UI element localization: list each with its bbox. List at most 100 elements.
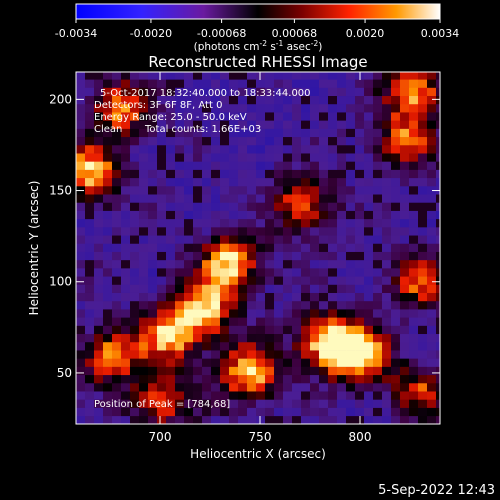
heat-cell <box>373 251 383 261</box>
heat-cell <box>85 161 95 170</box>
heat-cell <box>409 259 419 269</box>
heat-cell <box>229 136 239 146</box>
heat-cell <box>328 112 338 121</box>
heat-cell <box>346 374 356 384</box>
heat-cell <box>139 218 149 228</box>
heat-cell <box>328 333 338 343</box>
heat-cell <box>121 128 131 138</box>
heat-cell <box>121 120 131 129</box>
heat-cell <box>391 144 401 154</box>
heat-cell <box>166 128 176 138</box>
heat-cell <box>274 268 284 277</box>
heat-cell <box>121 374 131 384</box>
heat-cell <box>310 153 320 162</box>
heat-cell <box>94 251 104 261</box>
heat-cell <box>103 391 113 400</box>
heat-cell <box>166 169 176 179</box>
heat-cell <box>391 177 401 187</box>
heat-cell <box>220 366 230 376</box>
heat-cell <box>121 72 131 80</box>
heat-cell <box>319 103 329 113</box>
heat-cell <box>328 169 338 179</box>
heat-cell <box>436 366 440 376</box>
heat-cell <box>256 72 266 80</box>
heat-cell <box>355 309 365 318</box>
heat-cell <box>166 284 176 293</box>
heat-cell <box>139 350 149 359</box>
heat-cell <box>418 276 428 285</box>
heat-cell <box>85 374 95 384</box>
heat-cell <box>166 185 176 195</box>
heat-cell <box>364 202 374 211</box>
heat-cell <box>301 103 311 113</box>
heat-cell <box>382 358 392 367</box>
heat-cell <box>166 268 176 277</box>
heat-cell <box>319 341 329 351</box>
heat-cell <box>391 309 401 318</box>
heat-cell <box>148 391 158 400</box>
heat-cell <box>220 350 230 359</box>
heat-cell <box>229 128 239 138</box>
heat-cell <box>355 210 365 220</box>
heat-cell <box>310 259 320 269</box>
heat-cell <box>76 276 86 285</box>
heat-cell <box>418 292 428 302</box>
heat-cell <box>130 112 140 121</box>
heat-cell <box>211 415 221 424</box>
heat-cell <box>319 95 329 105</box>
heat-cell <box>427 366 437 376</box>
heat-cell <box>256 358 266 367</box>
heat-cell <box>148 284 158 293</box>
heat-cell <box>157 317 167 326</box>
heat-cell <box>166 399 176 408</box>
heat-cell <box>202 218 212 228</box>
heat-cell <box>427 251 437 261</box>
heat-cell <box>139 210 149 220</box>
heat-cell <box>211 112 221 121</box>
heat-cell <box>319 153 329 162</box>
heat-cell <box>346 153 356 162</box>
heat-cell <box>112 235 122 244</box>
heat-cell <box>319 374 329 384</box>
heat-cell <box>355 120 365 129</box>
heat-cell <box>229 144 239 154</box>
heat-cell <box>274 227 284 236</box>
heat-cell <box>409 202 419 211</box>
heat-cell <box>418 169 428 179</box>
heat-cell <box>193 350 203 359</box>
heat-cell <box>157 218 167 228</box>
heat-cell <box>238 276 248 285</box>
heat-cell <box>112 292 122 302</box>
heat-cell <box>238 358 248 367</box>
heat-cell <box>292 366 302 376</box>
heat-cell <box>103 251 113 261</box>
heat-cell <box>94 153 104 162</box>
heat-cell <box>130 202 140 211</box>
heat-cell <box>265 374 275 384</box>
heat-cell <box>103 309 113 318</box>
heat-cell <box>103 194 113 203</box>
heat-cell <box>427 185 437 195</box>
heat-cell <box>337 169 347 179</box>
heat-cell <box>373 276 383 285</box>
heat-cell <box>301 177 311 187</box>
heat-cell <box>130 243 140 252</box>
heat-cell <box>328 136 338 146</box>
heat-cell <box>121 407 131 417</box>
heat-cell <box>373 128 383 138</box>
heat-cell <box>418 325 428 335</box>
heat-cell <box>247 358 257 367</box>
heat-cell <box>157 407 167 417</box>
heat-cell <box>112 350 122 359</box>
heat-cell <box>157 350 167 359</box>
heat-cell <box>265 169 275 179</box>
heat-cell <box>175 382 185 392</box>
heat-cell <box>283 161 293 170</box>
heat-cell <box>139 79 149 88</box>
heat-cell <box>112 415 122 424</box>
heat-cell <box>220 185 230 195</box>
heat-cell <box>400 210 410 220</box>
heat-cell <box>274 341 284 351</box>
heat-cell <box>319 309 329 318</box>
heat-cell <box>355 333 365 343</box>
